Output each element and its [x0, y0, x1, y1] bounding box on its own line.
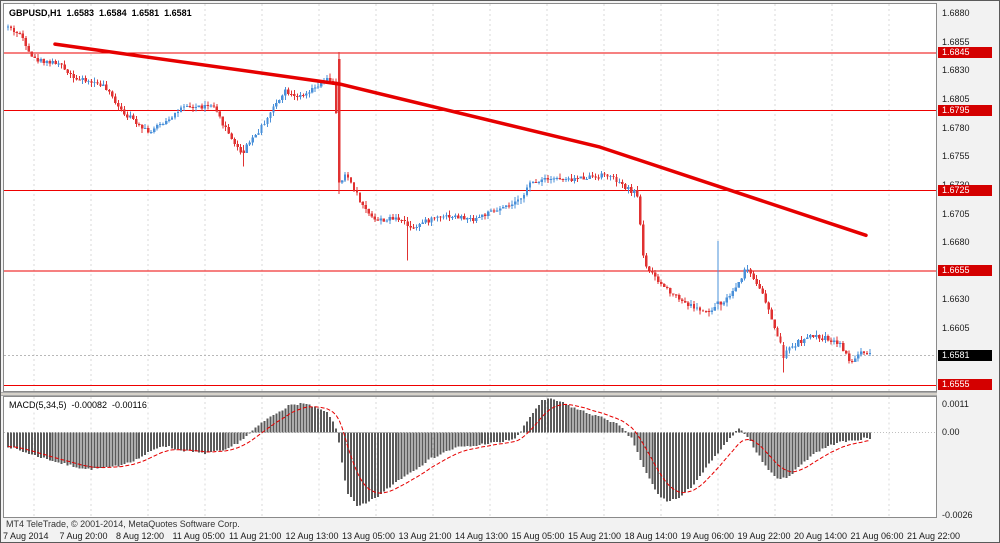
ohlc-close: 1.6581	[164, 8, 192, 18]
time-tick-label: 21 Aug 22:00	[907, 531, 961, 541]
bid-price-badge: 1.6581	[938, 349, 992, 361]
time-tick-label: 11 Aug 21:00	[229, 531, 282, 541]
time-tick-label: 19 Aug 06:00	[681, 531, 735, 541]
time-tick-label: 15 Aug 21:00	[568, 531, 622, 541]
time-tick-label: 19 Aug 22:00	[737, 531, 791, 541]
macd-tick-label: 0.00	[942, 427, 960, 438]
level-price-badge: 1.6655	[938, 264, 992, 276]
price-tick-label: 1.6705	[942, 208, 970, 219]
time-tick-label: 13 Aug 05:00	[342, 531, 396, 541]
panel-splitter[interactable]	[1, 392, 999, 396]
macd-header: MACD(5,34,5) -0.00082 -0.00116	[9, 400, 152, 410]
macd-signal-line	[7, 403, 871, 494]
ohlc-low: 1.6581	[131, 8, 160, 18]
symbol-timeframe-label: GBPUSD,H1	[9, 8, 62, 18]
macd-panel[interactable]: MACD(5,34,5) -0.00082 -0.00116	[3, 396, 937, 518]
price-tick-label: 1.6630	[942, 294, 970, 305]
price-tick-label: 1.6605	[942, 323, 970, 333]
price-tick-label: 1.6880	[942, 8, 970, 19]
trendline[interactable]	[53, 42, 868, 238]
macd-signal-value: -0.00116	[112, 400, 147, 410]
level-price-badge: 1.6555	[938, 379, 992, 391]
candles-layer	[6, 24, 872, 373]
level-price-badge: 1.6795	[938, 104, 992, 116]
macd-tick-label: 0.0011	[942, 399, 969, 409]
price-tick-label: 1.6805	[942, 94, 970, 104]
time-tick-label: 13 Aug 21:00	[398, 531, 452, 541]
time-tick-label: 11 Aug 05:00	[172, 531, 225, 541]
price-tick-label: 1.6680	[942, 237, 970, 248]
time-axis[interactable]: MT4 TeleTrade, © 2001-2014, MetaQuotes S…	[1, 518, 999, 542]
time-tick-label: 14 Aug 13:00	[455, 531, 509, 541]
macd-indicator-label: MACD(5,34,5)	[9, 400, 67, 410]
time-tick-label: 18 Aug 14:00	[624, 531, 678, 541]
time-tick-label: 8 Aug 12:00	[116, 531, 165, 541]
level-price-badge: 1.6845	[938, 47, 992, 59]
price-tick-label: 1.6755	[942, 151, 970, 162]
price-chart-canvas[interactable]	[4, 4, 936, 391]
chart-ohlc-header: GBPUSD,H1 1.6583 1.6584 1.6581 1.6581	[9, 8, 197, 18]
ohlc-open: 1.6583	[66, 8, 95, 18]
time-tick-label: 15 Aug 05:00	[511, 531, 565, 541]
macd-histogram	[7, 398, 871, 506]
copyright-credit: MT4 TeleTrade, © 2001-2014, MetaQuotes S…	[6, 519, 240, 529]
ohlc-high: 1.6584	[99, 8, 127, 18]
time-tick-label: 7 Aug 2014	[3, 531, 49, 541]
price-axis[interactable]: 1.6880 1.6855 1.6830 1.6805 1.6780 1.6755 1.67…	[937, 1, 999, 520]
time-tick-label: 21 Aug 06:00	[850, 531, 904, 541]
price-tick-label: 1.6830	[942, 65, 970, 76]
time-tick-label: 20 Aug 14:00	[794, 531, 848, 541]
time-tick-label: 7 Aug 20:00	[59, 531, 108, 541]
price-tick-label: 1.6855	[942, 36, 970, 47]
macd-tick-label: -0.0026	[942, 510, 973, 520]
level-price-badge: 1.6725	[938, 184, 992, 196]
macd-canvas[interactable]	[4, 397, 936, 517]
price-tick-label: 1.6780	[942, 122, 970, 133]
price-chart-panel[interactable]: GBPUSD,H1 1.6583 1.6584 1.6581 1.6581	[3, 3, 937, 392]
time-tick-label: 12 Aug 13:00	[285, 531, 339, 541]
macd-value: -0.00082	[71, 400, 108, 410]
